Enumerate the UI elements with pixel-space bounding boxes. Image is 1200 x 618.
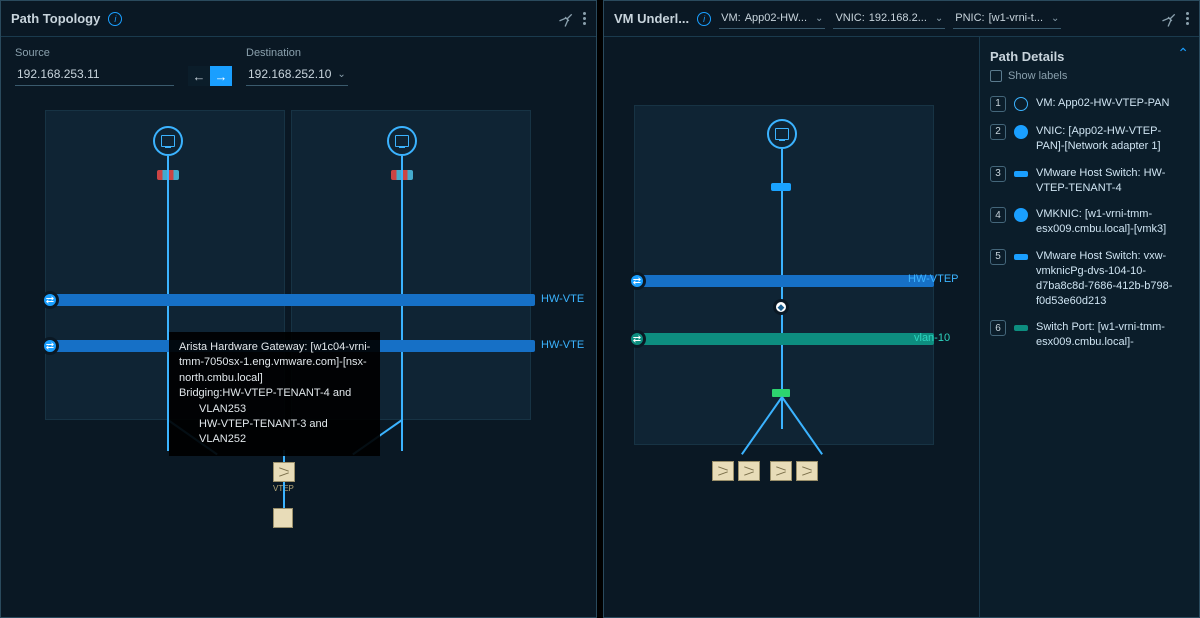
topology-canvas-left[interactable]: ⇄ HW-VTE ⇄ HW-VTE VTEP Arista Hardware G… (1, 100, 596, 617)
info-icon[interactable]: i (697, 12, 711, 26)
chevron-down-icon: ⌄ (815, 13, 823, 24)
show-labels-checkbox[interactable] (990, 70, 1002, 82)
switch-port-icon (1014, 325, 1028, 331)
switch-icon[interactable] (712, 461, 734, 481)
vm-icon (1014, 97, 1028, 111)
switch-icon[interactable] (796, 461, 818, 481)
chevron-down-icon: ⌄ (1051, 13, 1059, 24)
path-step[interactable]: 1 VM: App02-HW-VTEP-PAN (990, 90, 1189, 118)
vm-icon[interactable] (767, 119, 797, 149)
panel-title: VM Underl... (614, 11, 689, 26)
path-details-panel: ⌃ Path Details Show labels 1 VM: App02-H… (979, 37, 1199, 617)
pin-icon[interactable] (1159, 7, 1182, 30)
host-icon[interactable] (273, 508, 293, 528)
vm-icon[interactable] (153, 126, 183, 156)
source-label: Source (15, 47, 174, 59)
vmknic-icon (1014, 208, 1028, 222)
network-endpoint-icon[interactable]: ⇄ (628, 272, 646, 290)
network-bar[interactable] (634, 275, 934, 287)
more-menu-icon[interactable] (1186, 12, 1189, 25)
vmknic-icon[interactable]: ◆ (773, 299, 789, 315)
destination-label: Destination (246, 47, 348, 59)
titlebar-left: Path Topology i (1, 1, 596, 37)
panel-title: Path Topology (11, 11, 100, 26)
path-step[interactable]: 6 Switch Port: [w1-vrni-tmm-esx009.cmbu.… (990, 314, 1189, 356)
info-icon[interactable]: i (108, 12, 122, 26)
switch-icon[interactable] (738, 461, 760, 481)
network-label: vlan-10 (914, 332, 950, 344)
path-line (283, 484, 285, 508)
host-switch-icon (1014, 254, 1028, 260)
network-label: HW-VTEP (908, 273, 959, 285)
source-input[interactable] (15, 63, 174, 86)
switch-icon[interactable] (770, 461, 792, 481)
destination-select[interactable]: 192.168.252.10 ⌄ (246, 63, 348, 86)
network-endpoint-icon[interactable]: ⇄ (628, 330, 646, 348)
source-dest-toolbar: Source ← → Destination 192.168.252.10 ⌄ (1, 37, 596, 100)
more-menu-icon[interactable] (583, 12, 586, 25)
path-step[interactable]: 4 VMKNIC: [w1-vrni-tmm-esx009.cmbu.local… (990, 201, 1189, 243)
swap-direction: ← → (188, 66, 232, 86)
hover-tooltip: Arista Hardware Gateway: [w1c04-vrni- tm… (169, 332, 380, 456)
host-switch-icon (1014, 171, 1028, 177)
path-topology-pane: Path Topology i Source ← → Destination 1… (0, 0, 597, 618)
path-step[interactable]: 3 VMware Host Switch: HW-VTEP-TENANT-4 (990, 160, 1189, 202)
topology-canvas-right[interactable]: ⇄ HW-VTEP ◆ ⇄ vlan-10 (604, 37, 979, 617)
path-step[interactable]: 5 VMware Host Switch: vxw-vmknicPg-dvs-1… (990, 243, 1189, 314)
vm-underlay-pane: VM Underl... i VM:App02-HW...⌄ VNIC:192.… (603, 0, 1200, 618)
titlebar-right: VM Underl... i VM:App02-HW...⌄ VNIC:192.… (604, 1, 1199, 37)
show-labels-label: Show labels (1008, 70, 1067, 82)
network-label: HW-VTE (541, 293, 584, 305)
network-endpoint-icon[interactable]: ⇄ (41, 337, 59, 355)
network-bar[interactable] (45, 294, 535, 306)
path-line (781, 149, 783, 429)
chevron-down-icon: ⌄ (337, 69, 345, 80)
swap-left-button[interactable]: ← (188, 66, 210, 86)
vm-dropdown[interactable]: VM:App02-HW...⌄ (719, 8, 825, 29)
swap-right-button[interactable]: → (210, 66, 232, 86)
vnic-icon (1014, 125, 1028, 139)
nic-icon[interactable] (771, 183, 791, 191)
network-label: HW-VTE (541, 339, 584, 351)
network-bar[interactable] (634, 333, 934, 345)
chevron-down-icon: ⌄ (935, 13, 943, 24)
network-endpoint-icon[interactable]: ⇄ (41, 291, 59, 309)
details-heading: Path Details (990, 49, 1189, 64)
switch-icon[interactable] (273, 462, 295, 482)
path-step[interactable]: 2 VNIC: [App02-HW-VTEP-PAN]-[Network ada… (990, 118, 1189, 160)
pin-icon[interactable] (556, 7, 579, 30)
collapse-icon[interactable]: ⌃ (1177, 45, 1189, 62)
vnic-dropdown[interactable]: VNIC:192.168.2...⌄ (833, 8, 945, 29)
pnic-dropdown[interactable]: PNIC:[w1-vrni-t...⌄ (953, 8, 1061, 29)
vm-icon[interactable] (387, 126, 417, 156)
